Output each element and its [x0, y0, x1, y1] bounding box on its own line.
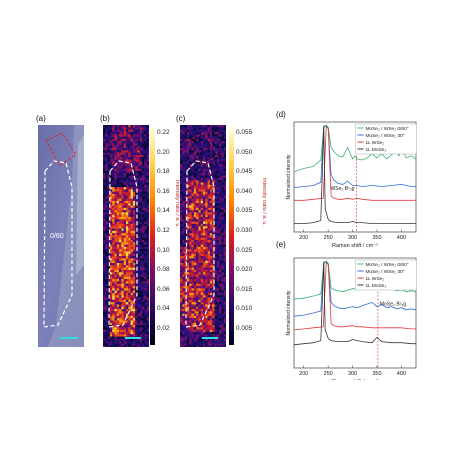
colorbar-tick: 0.04: [157, 305, 170, 313]
colorbar-tick: 0.02: [157, 325, 170, 332]
y-axis-label: Normalized intensity: [286, 154, 292, 200]
colorbar-tick: 0.16: [157, 187, 170, 195]
colorbar-tick: 0.14: [157, 207, 170, 215]
y-axis-label: Normalized intensity: [286, 290, 292, 336]
x-axis-label: Raman shift / cm⁻¹: [332, 379, 378, 380]
x-tick-label: 400: [397, 235, 406, 241]
legend-entry: MoSe₂ / WSe₂ 0/60°: [365, 262, 408, 268]
colorbar-c-ticks: 0.055 0.050 0.045 0.040 0.035 0.030 0.025 0.020…: [236, 127, 266, 345]
x-axis-label: Raman shift / cm⁻¹: [332, 243, 378, 249]
colorbar-tick: 0.06: [157, 285, 170, 293]
intensity-map-b: [103, 125, 149, 347]
legend-entry: MoSe₂ / WSe₂ 30°: [365, 269, 404, 275]
colorbar-tick: 0.050: [236, 148, 253, 156]
legend-entry: MoSe₂ / WSe₂ 30°: [365, 133, 404, 139]
colorbar-c-title: Intensity ratio / a. u.: [261, 178, 267, 226]
colorbar-tick: 0.22: [157, 129, 170, 136]
x-tick-label: 400: [397, 371, 406, 377]
colorbar-tick: 0.015: [236, 285, 253, 293]
peak-annotation: WSe₂ B¹₂g: [331, 186, 355, 192]
colorbar-tick: 0.020: [236, 266, 253, 274]
spectrum-panel-e: 200 250 300 350 400 Raman shift / cm⁻¹ Normali…: [286, 257, 417, 380]
x-tick-label: 300: [348, 371, 357, 377]
x-tick-label: 200: [299, 371, 308, 377]
region-label: 0/60: [50, 233, 64, 240]
colorbar-tick: 0.045: [236, 168, 253, 176]
panel-label-e: (e): [276, 240, 286, 249]
colorbar-b: [150, 127, 155, 345]
x-tick-label: 350: [372, 235, 381, 241]
x-tick-label: 250: [324, 235, 333, 241]
colorbar-tick: 0.18: [157, 168, 170, 176]
spectrum-line: [293, 125, 416, 188]
spectrum-line: [293, 262, 416, 346]
spectrum-line: [294, 126, 416, 224]
colorbar-tick: 0.005: [236, 325, 253, 332]
legend-entry: 1L MoSe₂: [365, 283, 386, 289]
colorbar-tick: 0.12: [157, 227, 170, 234]
panel-label-d: (d): [276, 110, 286, 119]
colorbar-b-ticks: 0.22 0.20 0.18 0.16 0.14 0.12 0.10 0.08 0.06 0.04…: [157, 127, 187, 345]
x-tick-label: 300: [348, 235, 357, 241]
colorbar-tick: 0.08: [157, 266, 170, 274]
legend-entry: 1L MoSe₂: [365, 147, 386, 153]
panel-label-b: (b): [100, 114, 110, 123]
intensity-map-c: [180, 125, 226, 347]
spectrum-line: [294, 126, 416, 201]
legend-entry: MoSe₂ / WSe₂ 0/60°: [365, 126, 408, 132]
x-tick-label: 200: [299, 235, 308, 241]
spectrum-line: [293, 262, 416, 331]
spectrum-panel-d: 200 250 300 350 400 Raman shift / cm⁻¹ Normali…: [286, 121, 417, 249]
colorbar-tick: 0.010: [236, 305, 253, 313]
optical-image: 0/60: [38, 125, 84, 347]
legend-entry: 1L WSe₂: [365, 276, 384, 282]
x-tick-label: 250: [324, 371, 333, 377]
panel-label-c: (c): [176, 114, 186, 123]
panel-label-a: (a): [36, 114, 46, 123]
legend-entry: 1L WSe₂: [365, 140, 384, 146]
colorbar-c: [229, 127, 234, 345]
peak-annotation: MoSe₂ B¹₂g: [380, 301, 406, 307]
colorbar-tick: 0.040: [236, 187, 253, 195]
colorbar-tick: 0.025: [236, 246, 253, 254]
colorbar-tick: 0.10: [157, 246, 170, 254]
raman-spectra-figure: 200 250 300 350 400 Raman shift / cm⁻¹ Normali…: [286, 121, 417, 380]
x-tick-label: 350: [372, 371, 381, 377]
colorbar-tick: 0.030: [236, 227, 253, 234]
colorbar-tick: 0.035: [236, 207, 253, 215]
colorbar-tick: 0.20: [157, 148, 170, 156]
colorbar-tick: 0.055: [236, 129, 253, 136]
